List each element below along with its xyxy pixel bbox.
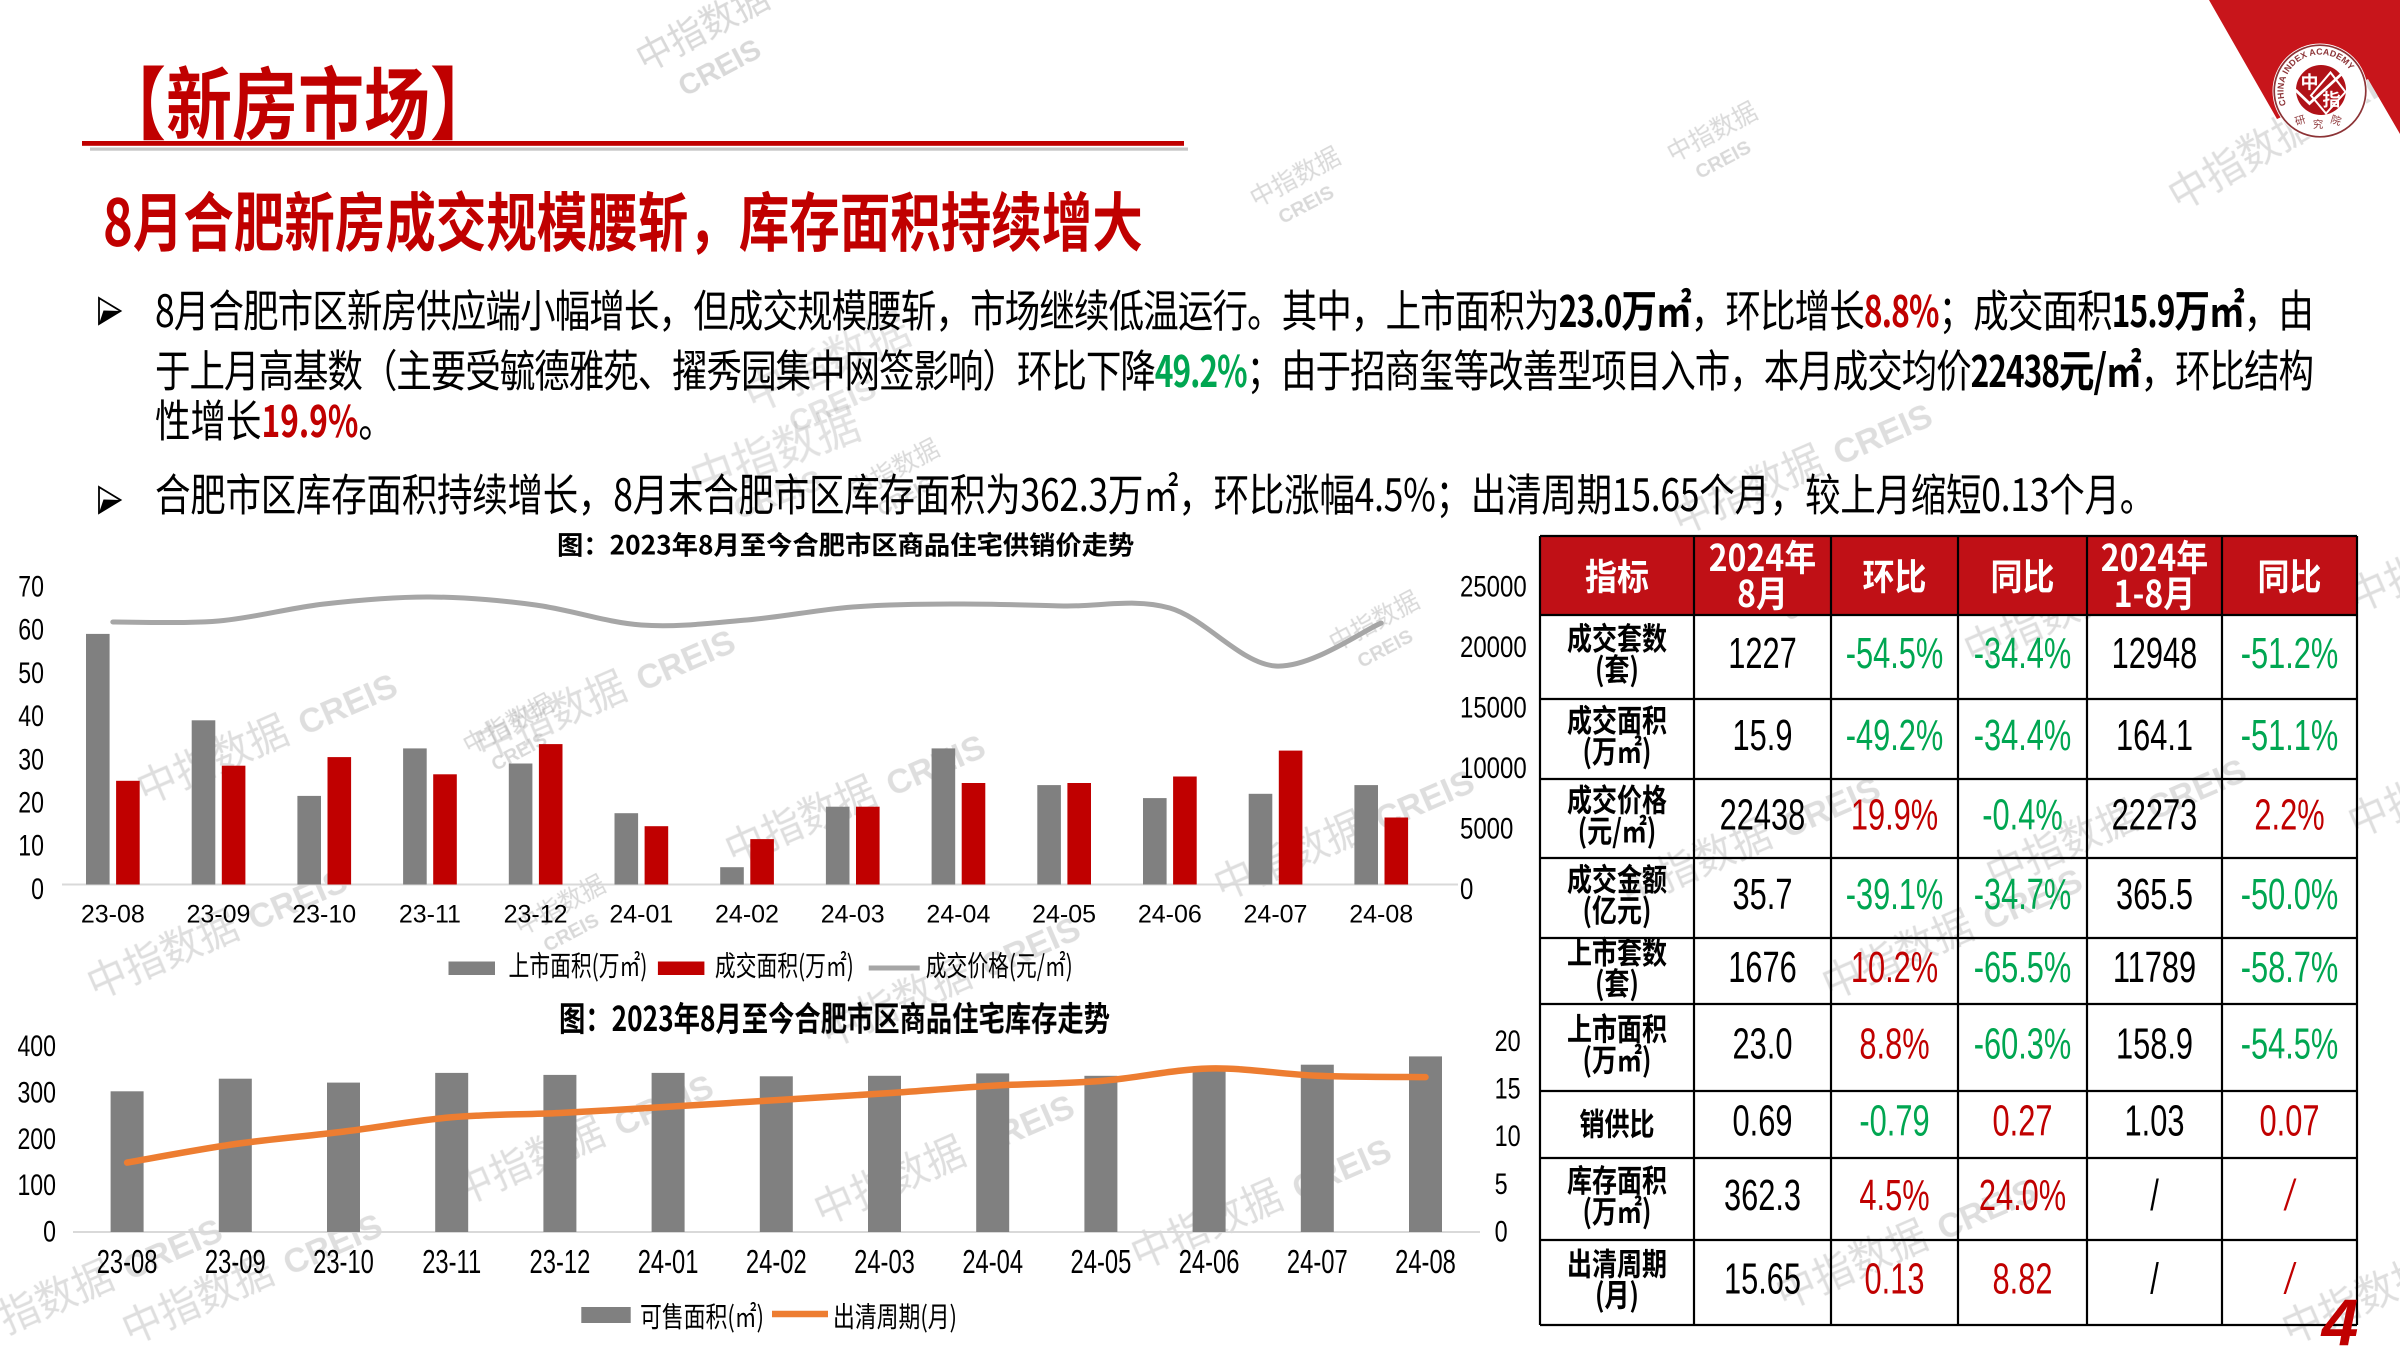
svg-text:0.13: 0.13 [1865, 1255, 1925, 1304]
svg-text:0.69: 0.69 [1733, 1097, 1793, 1146]
svg-text:-34.4%: -34.4% [1974, 630, 2072, 679]
svg-text:0: 0 [31, 872, 44, 906]
svg-text:20: 20 [1495, 1024, 1521, 1057]
svg-text:0.07: 0.07 [2260, 1097, 2320, 1146]
svg-text:10.2%: 10.2% [1851, 944, 1938, 993]
svg-text:10: 10 [1495, 1119, 1521, 1152]
svg-text:4.5%: 4.5% [1859, 1172, 1929, 1221]
svg-text:0.27: 0.27 [1993, 1097, 2053, 1146]
svg-text:8.82: 8.82 [1993, 1255, 2053, 1304]
svg-text:300: 300 [17, 1076, 56, 1110]
svg-text:50: 50 [18, 656, 44, 690]
svg-text:25000: 25000 [1460, 569, 1527, 603]
svg-text:12948: 12948 [2112, 630, 2198, 679]
svg-text:164.1: 164.1 [2116, 712, 2193, 761]
svg-text:20: 20 [18, 786, 44, 820]
svg-text:0: 0 [43, 1215, 56, 1249]
svg-text:0: 0 [1460, 871, 1473, 905]
svg-text:-34.4%: -34.4% [1974, 712, 2072, 761]
svg-text:-39.1%: -39.1% [1846, 871, 1944, 920]
svg-text:24-05: 24-05 [1071, 1244, 1132, 1281]
svg-text:-0.4%: -0.4% [1982, 791, 2062, 840]
svg-text:1227: 1227 [1728, 630, 1797, 679]
svg-text:8.8%: 8.8% [1859, 1020, 1929, 1069]
svg-text:158.9: 158.9 [2116, 1020, 2193, 1069]
svg-text:365.5: 365.5 [2116, 871, 2193, 920]
svg-text:-34.7%: -34.7% [1974, 871, 2072, 920]
svg-text:2.2%: 2.2% [2254, 791, 2324, 840]
svg-text:24-06: 24-06 [1179, 1244, 1240, 1281]
svg-text:-65.5%: -65.5% [1974, 944, 2072, 993]
svg-text:24-03: 24-03 [821, 901, 885, 929]
svg-text:/: / [2283, 1255, 2297, 1304]
svg-text:-0.79: -0.79 [1859, 1097, 1929, 1146]
svg-text:24-06: 24-06 [1138, 901, 1202, 929]
svg-text:22273: 22273 [2112, 791, 2198, 840]
svg-text:23.0: 23.0 [1733, 1020, 1793, 1069]
svg-text:70: 70 [18, 570, 44, 604]
svg-text:24-02: 24-02 [746, 1244, 807, 1281]
svg-text:35.7: 35.7 [1733, 871, 1793, 920]
svg-text:23-10: 23-10 [313, 1244, 374, 1281]
svg-text:-54.5%: -54.5% [1846, 630, 1944, 679]
svg-text:23-11: 23-11 [422, 1244, 481, 1281]
svg-text:-54.5%: -54.5% [2241, 1020, 2339, 1069]
svg-text:/: / [2150, 1255, 2159, 1304]
svg-text:24-08: 24-08 [1395, 1244, 1456, 1281]
svg-text:1676: 1676 [1728, 944, 1797, 993]
svg-text:24-01: 24-01 [638, 1244, 699, 1281]
svg-text:15: 15 [1495, 1072, 1521, 1105]
svg-text:23-09: 23-09 [187, 901, 251, 929]
svg-text:-51.1%: -51.1% [2241, 712, 2339, 761]
svg-text:23-09: 23-09 [205, 1244, 266, 1281]
svg-text:362.3: 362.3 [1724, 1172, 1801, 1221]
svg-text:1.03: 1.03 [2125, 1097, 2185, 1146]
svg-text:15.9: 15.9 [1733, 712, 1793, 761]
svg-text:24-04: 24-04 [926, 901, 990, 929]
svg-text:5: 5 [1495, 1167, 1508, 1200]
svg-text:24.0%: 24.0% [1979, 1172, 2066, 1221]
svg-text:40: 40 [18, 699, 44, 733]
svg-text:15000: 15000 [1460, 690, 1527, 724]
svg-text:23-12: 23-12 [530, 1244, 591, 1281]
svg-text:23-08: 23-08 [97, 1244, 158, 1281]
svg-text:11789: 11789 [2113, 944, 2196, 993]
svg-text:-58.7%: -58.7% [2241, 944, 2339, 993]
svg-text:24-07: 24-07 [1287, 1244, 1348, 1281]
svg-text:/: / [2283, 1172, 2297, 1221]
svg-text:0: 0 [1495, 1215, 1508, 1248]
svg-text:5000: 5000 [1460, 811, 1513, 845]
svg-text:23-12: 23-12 [504, 901, 568, 929]
svg-text:24-07: 24-07 [1244, 901, 1308, 929]
svg-text:10000: 10000 [1460, 750, 1527, 784]
svg-text:24-03: 24-03 [854, 1244, 915, 1281]
svg-text:24-02: 24-02 [715, 901, 779, 929]
svg-text:24-08: 24-08 [1349, 901, 1413, 929]
svg-text:24-04: 24-04 [962, 1244, 1023, 1281]
svg-text:22438: 22438 [1720, 791, 1806, 840]
svg-text:19.9%: 19.9% [1851, 791, 1938, 840]
svg-text:30: 30 [18, 742, 44, 776]
svg-text:23-08: 23-08 [81, 901, 145, 929]
svg-text:-50.0%: -50.0% [2241, 871, 2339, 920]
svg-text:60: 60 [18, 613, 44, 647]
svg-text:23-10: 23-10 [292, 901, 356, 929]
svg-text:400: 400 [17, 1029, 56, 1063]
svg-text:4: 4 [2320, 1285, 2359, 1350]
svg-text:23-11: 23-11 [399, 901, 461, 929]
svg-text:/: / [2150, 1172, 2159, 1221]
svg-text:24-01: 24-01 [609, 901, 673, 929]
svg-text:-51.2%: -51.2% [2241, 630, 2339, 679]
svg-text:-49.2%: -49.2% [1846, 712, 1944, 761]
svg-text:24-05: 24-05 [1032, 901, 1096, 929]
svg-text:-60.3%: -60.3% [1974, 1020, 2072, 1069]
svg-text:200: 200 [17, 1122, 56, 1156]
svg-text:20000: 20000 [1460, 629, 1527, 663]
svg-text:15.65: 15.65 [1724, 1255, 1801, 1304]
svg-text:10: 10 [18, 829, 44, 863]
svg-text:100: 100 [17, 1168, 56, 1202]
